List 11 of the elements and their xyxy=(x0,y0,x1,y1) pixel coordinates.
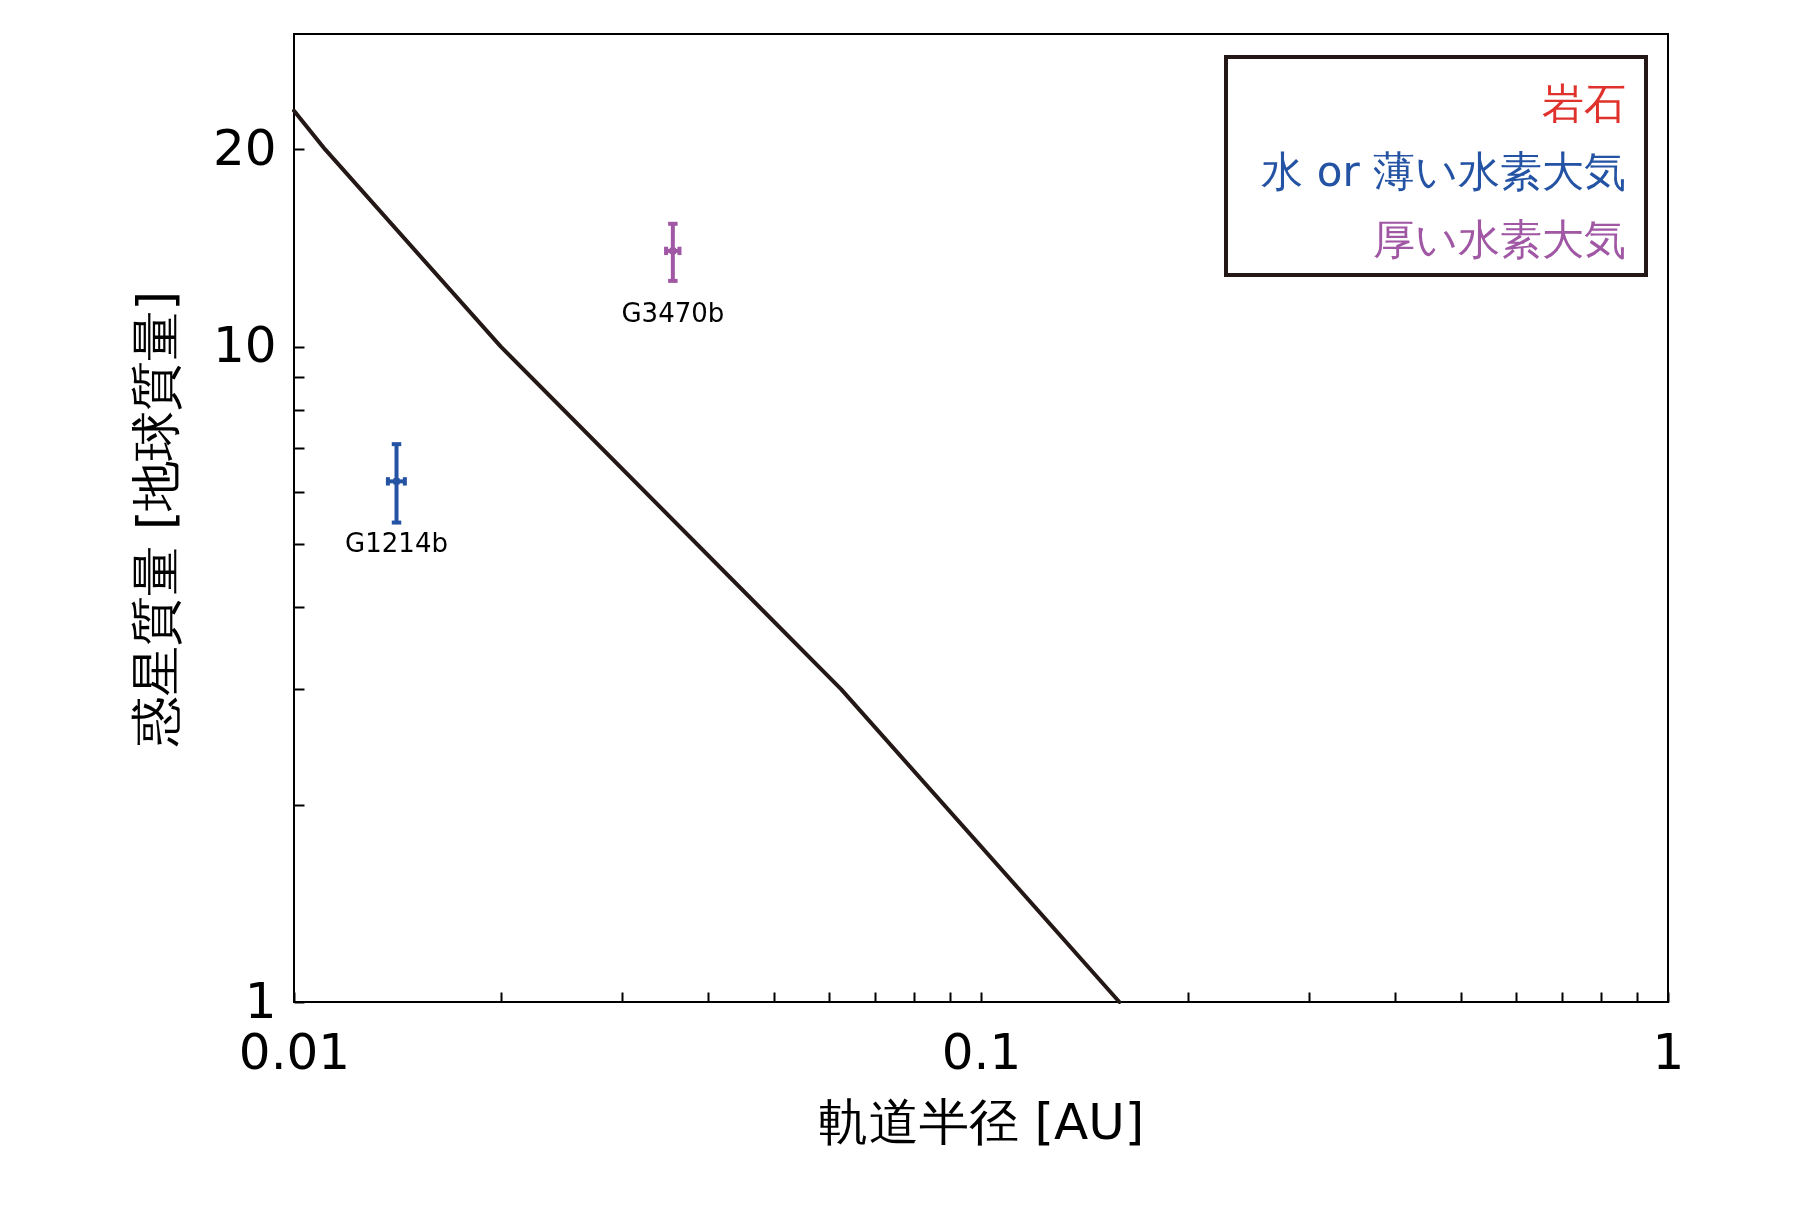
text: 水 or 薄い水素大気 xyxy=(1261,147,1626,196)
text: 厚い水素大気 xyxy=(1373,215,1626,264)
y-axis-title: 惑星質量 [地球質量] xyxy=(126,291,185,747)
y-tick-label: 20 xyxy=(212,118,277,177)
annotation: G1214b xyxy=(345,528,448,559)
annotation: G3470b xyxy=(621,297,725,328)
x-axis-title: 軌道半径 [AU] xyxy=(818,1092,1145,1151)
y-tick-label: 10 xyxy=(212,316,277,375)
x-tick-label: 0.1 xyxy=(941,1022,1022,1081)
x-tick-label: 1 xyxy=(1652,1022,1685,1081)
legend-label: 岩石 xyxy=(1542,79,1626,128)
